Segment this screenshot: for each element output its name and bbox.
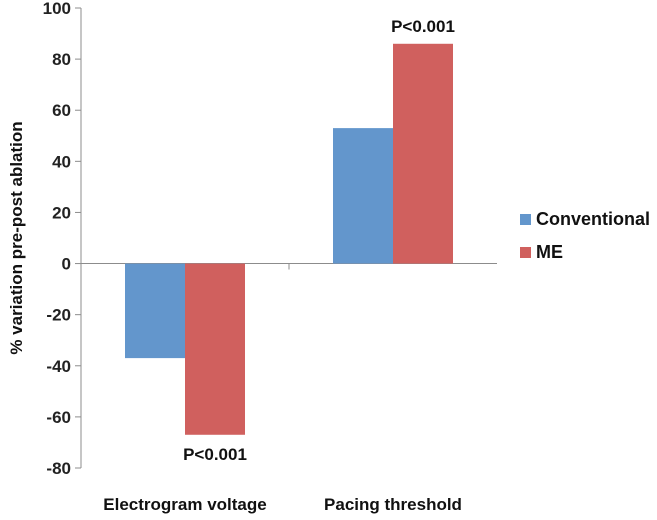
y-tick-label: 100 [43, 0, 71, 18]
significance-annotation: P<0.001 [183, 445, 247, 464]
bar-conventional-electrogram-voltage [125, 263, 185, 359]
y-tick-label: 0 [62, 255, 71, 274]
significance-annotation: P<0.001 [391, 17, 455, 36]
y-tick-label: -40 [46, 357, 71, 376]
legend-swatch [520, 214, 531, 225]
y-tick-label: -60 [46, 408, 71, 427]
y-tick-label: -20 [46, 306, 71, 325]
bar-me-electrogram-voltage [185, 263, 245, 435]
legend-label: Conventional [536, 209, 650, 229]
plot-area: -80 -60 -40 -20 0 20 40 60 80 100 Electrogram volt… [43, 0, 497, 514]
legend: Conventional ME [520, 209, 650, 262]
y-tick-label: 60 [52, 101, 71, 120]
x-category-label: Electrogram voltage [103, 495, 266, 514]
y-tick-label: 80 [52, 50, 71, 69]
bar-me-pacing-threshold [393, 43, 453, 264]
y-axis-title: % variation pre-post ablation [7, 121, 26, 354]
y-tick-label: 40 [52, 152, 71, 171]
y-tick-label: -80 [46, 459, 71, 478]
legend-swatch [520, 247, 531, 258]
bar-conventional-pacing-threshold [333, 128, 393, 264]
x-category-label: Pacing threshold [324, 495, 462, 514]
legend-label: ME [536, 242, 563, 262]
y-tick-label: 20 [52, 203, 71, 222]
